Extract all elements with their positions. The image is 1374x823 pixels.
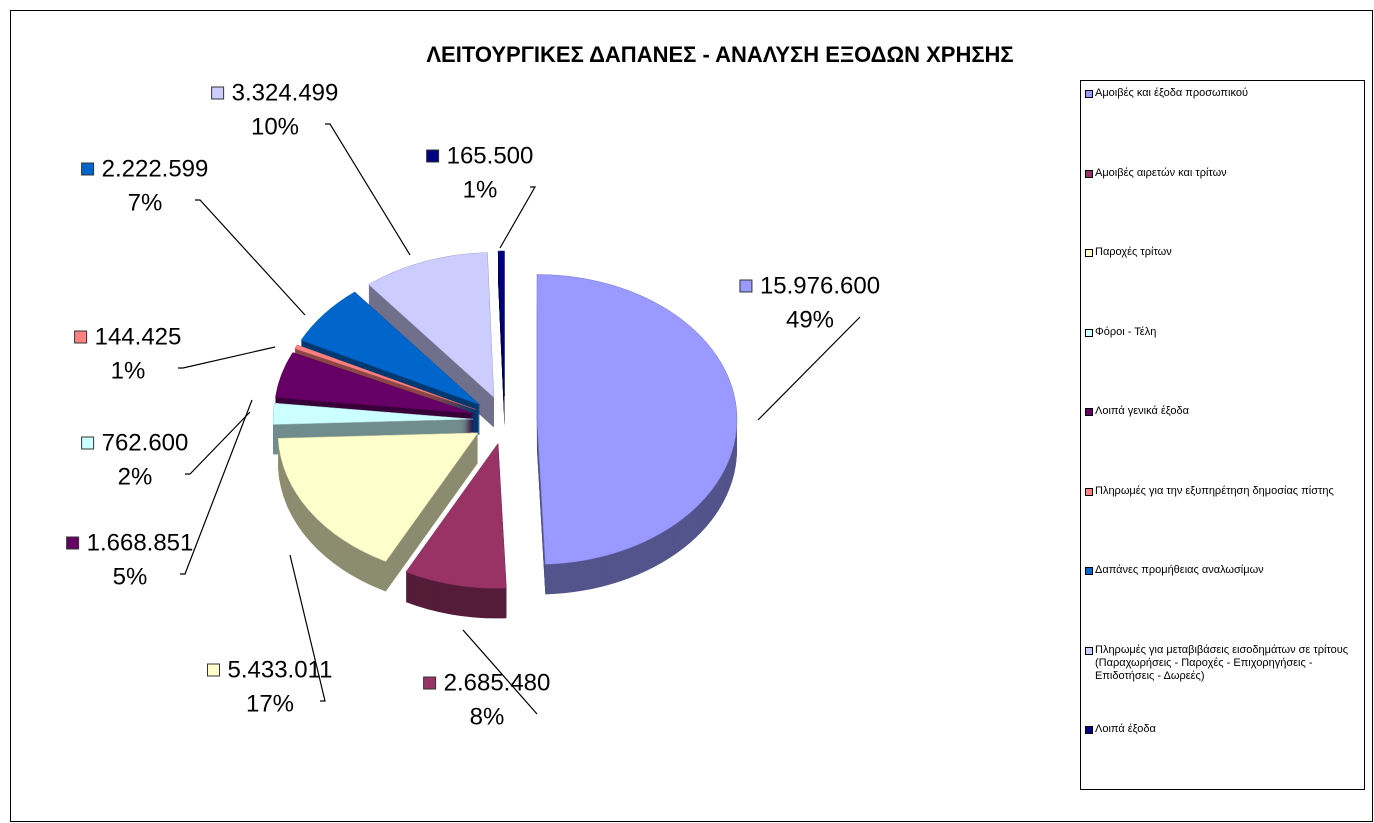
value-label: 1.668.851 [87,529,194,556]
slice [275,352,475,414]
leader-line [180,399,253,575]
percent-label: 10% [251,113,299,140]
legend-swatch [1085,726,1093,734]
legend-item: Παροχές τρίτων [1085,246,1360,259]
chart-frame [10,10,1373,822]
percent-label: 1% [111,357,146,384]
percent-label: 1% [463,176,498,203]
label-key [426,149,440,163]
leader-line [325,123,411,256]
legend-label: Λοιπά γενικά έξοδα [1095,405,1190,417]
slice [277,432,479,562]
legend-label: Δαπάνες προμήθειας αναλωσίμων [1095,564,1264,576]
percent-label: 17% [246,690,294,717]
slice [368,252,495,399]
legend: Αμοιβές και έξοδα προσωπικού Αμοιβές αιρε… [1080,80,1365,790]
label-key [207,663,220,677]
slice [536,274,738,565]
legend-item: Αμοιβές και έξοδα προσωπικού [1085,87,1360,100]
leader-line [462,629,538,715]
value-label: 2.685.480 [444,669,551,696]
value-label: 5.433.011 [228,656,333,683]
chart-title: ΛΕΙΤΟΥΡΓΙΚΕΣ ΔΑΠΑΝΕΣ - ΑΝΑΛΥΣΗ ΕΞΟΔΩΝ ΧΡ… [426,42,1013,67]
legend-label: Λοιπά έξοδα [1095,723,1156,735]
legend-label: Αμοιβές αιρετών και τρίτων [1095,166,1227,179]
slice [405,442,507,589]
slice [497,250,505,397]
leader-line [499,186,537,249]
legend-swatch [1085,646,1093,655]
legend-swatch [1085,249,1093,257]
percent-label: 2% [118,463,153,490]
legend-swatch [1085,328,1093,337]
legend-item: Λοιπά έξοδα [1085,723,1360,736]
percent-label: 7% [128,189,163,216]
label-key [81,436,95,450]
legend-item: Λοιπά γενικά έξοδα [1085,405,1360,418]
value-label: 3.324.499 [232,79,339,106]
legend-swatch [1085,169,1093,178]
value-label: 15.976.600 [760,272,880,299]
leader-line [185,411,251,475]
legend-swatch [1085,90,1093,98]
percent-label: 5% [113,563,148,590]
leader-line [289,554,326,702]
leader-line [757,316,861,421]
leader-line [195,199,306,316]
legend-item: Φόροι - Τέλη [1085,326,1360,339]
percent-label: 8% [470,703,505,730]
legend-label: Φόροι - Τέλη [1095,325,1157,338]
leader-line [178,346,276,369]
legend-swatch [1085,408,1093,416]
label-key [81,162,95,176]
slice [300,291,481,406]
label-key [66,536,80,550]
legend-item: Πληρωμές για την εξυπηρέτηση δημοσίας πί… [1085,485,1360,498]
value-label: 762.600 [102,429,189,456]
legend-label: Παροχές τρίτων [1095,246,1172,258]
legend-item: Αμοιβές αιρετών και τρίτων [1085,167,1360,180]
slice [272,402,474,425]
label-key [211,86,225,100]
legend-item: Πληρωμές για μεταβιβάσεις εισοδημάτων σε… [1085,644,1360,683]
legend-swatch [1085,487,1093,496]
legend-label: Αμοιβές και έξοδα προσωπικού [1095,87,1248,99]
legend-swatch [1085,567,1093,575]
legend-label: Πληρωμές για μεταβιβάσεις εισοδημάτων σε… [1095,643,1349,682]
label-key [423,676,437,690]
value-label: 2.222.599 [102,155,209,182]
value-label: 144.425 [95,323,182,350]
value-label: 165.500 [447,142,534,169]
legend-item: Δαπάνες προμήθειας αναλωσίμων [1085,564,1360,577]
label-key [739,279,753,293]
label-key [74,330,88,344]
legend-label: Πληρωμές για την εξυπηρέτηση δημοσίας πί… [1095,484,1334,497]
percent-label: 49% [786,306,834,333]
slice [294,344,477,410]
